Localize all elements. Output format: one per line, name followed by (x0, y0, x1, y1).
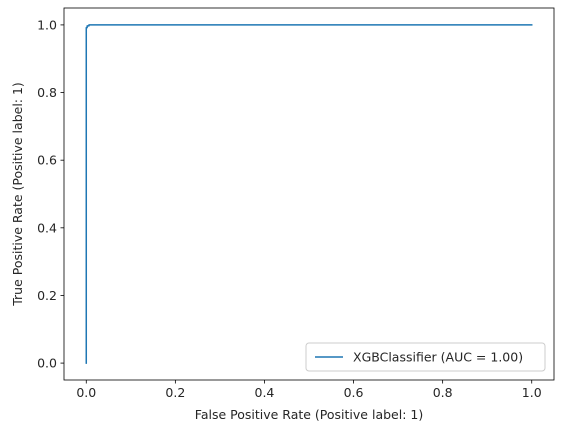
series-line-0 (85, 24, 533, 364)
y-tick-label: 0.2 (37, 288, 57, 303)
x-tick-label: 0.8 (433, 385, 453, 400)
x-axis-label: False Positive Rate (Positive label: 1) (195, 407, 423, 422)
x-tick-label: 0.6 (344, 385, 364, 400)
y-tick-label: 0.4 (37, 220, 57, 235)
x-tick-label: 0.4 (255, 385, 275, 400)
axes-layer: 0.0 0.2 0.4 0.6 0.8 1.0 0.0 0.2 0.4 0.6 0.8 1.0 (37, 7, 555, 400)
y-tick-label: 0.6 (37, 153, 57, 168)
x-tick-label: 0.0 (76, 385, 96, 400)
series-layer (85, 24, 533, 364)
axes-frame (63, 7, 555, 381)
y-tick-label: 0.0 (37, 356, 57, 371)
legend-label-0: XGBClassifier (AUC = 1.00) (353, 350, 523, 365)
x-tick-label: 1.0 (522, 385, 542, 400)
y-tick-label: 0.8 (37, 85, 57, 100)
x-tick-label: 0.2 (165, 385, 185, 400)
plot-area (64, 8, 554, 380)
legend: XGBClassifier (AUC = 1.00) (305, 342, 546, 372)
legend-box (305, 342, 546, 372)
y-tick-label: 1.0 (37, 17, 57, 32)
y-axis-label: True Positive Rate (Positive label: 1) (10, 82, 25, 307)
plot-background (64, 8, 554, 380)
